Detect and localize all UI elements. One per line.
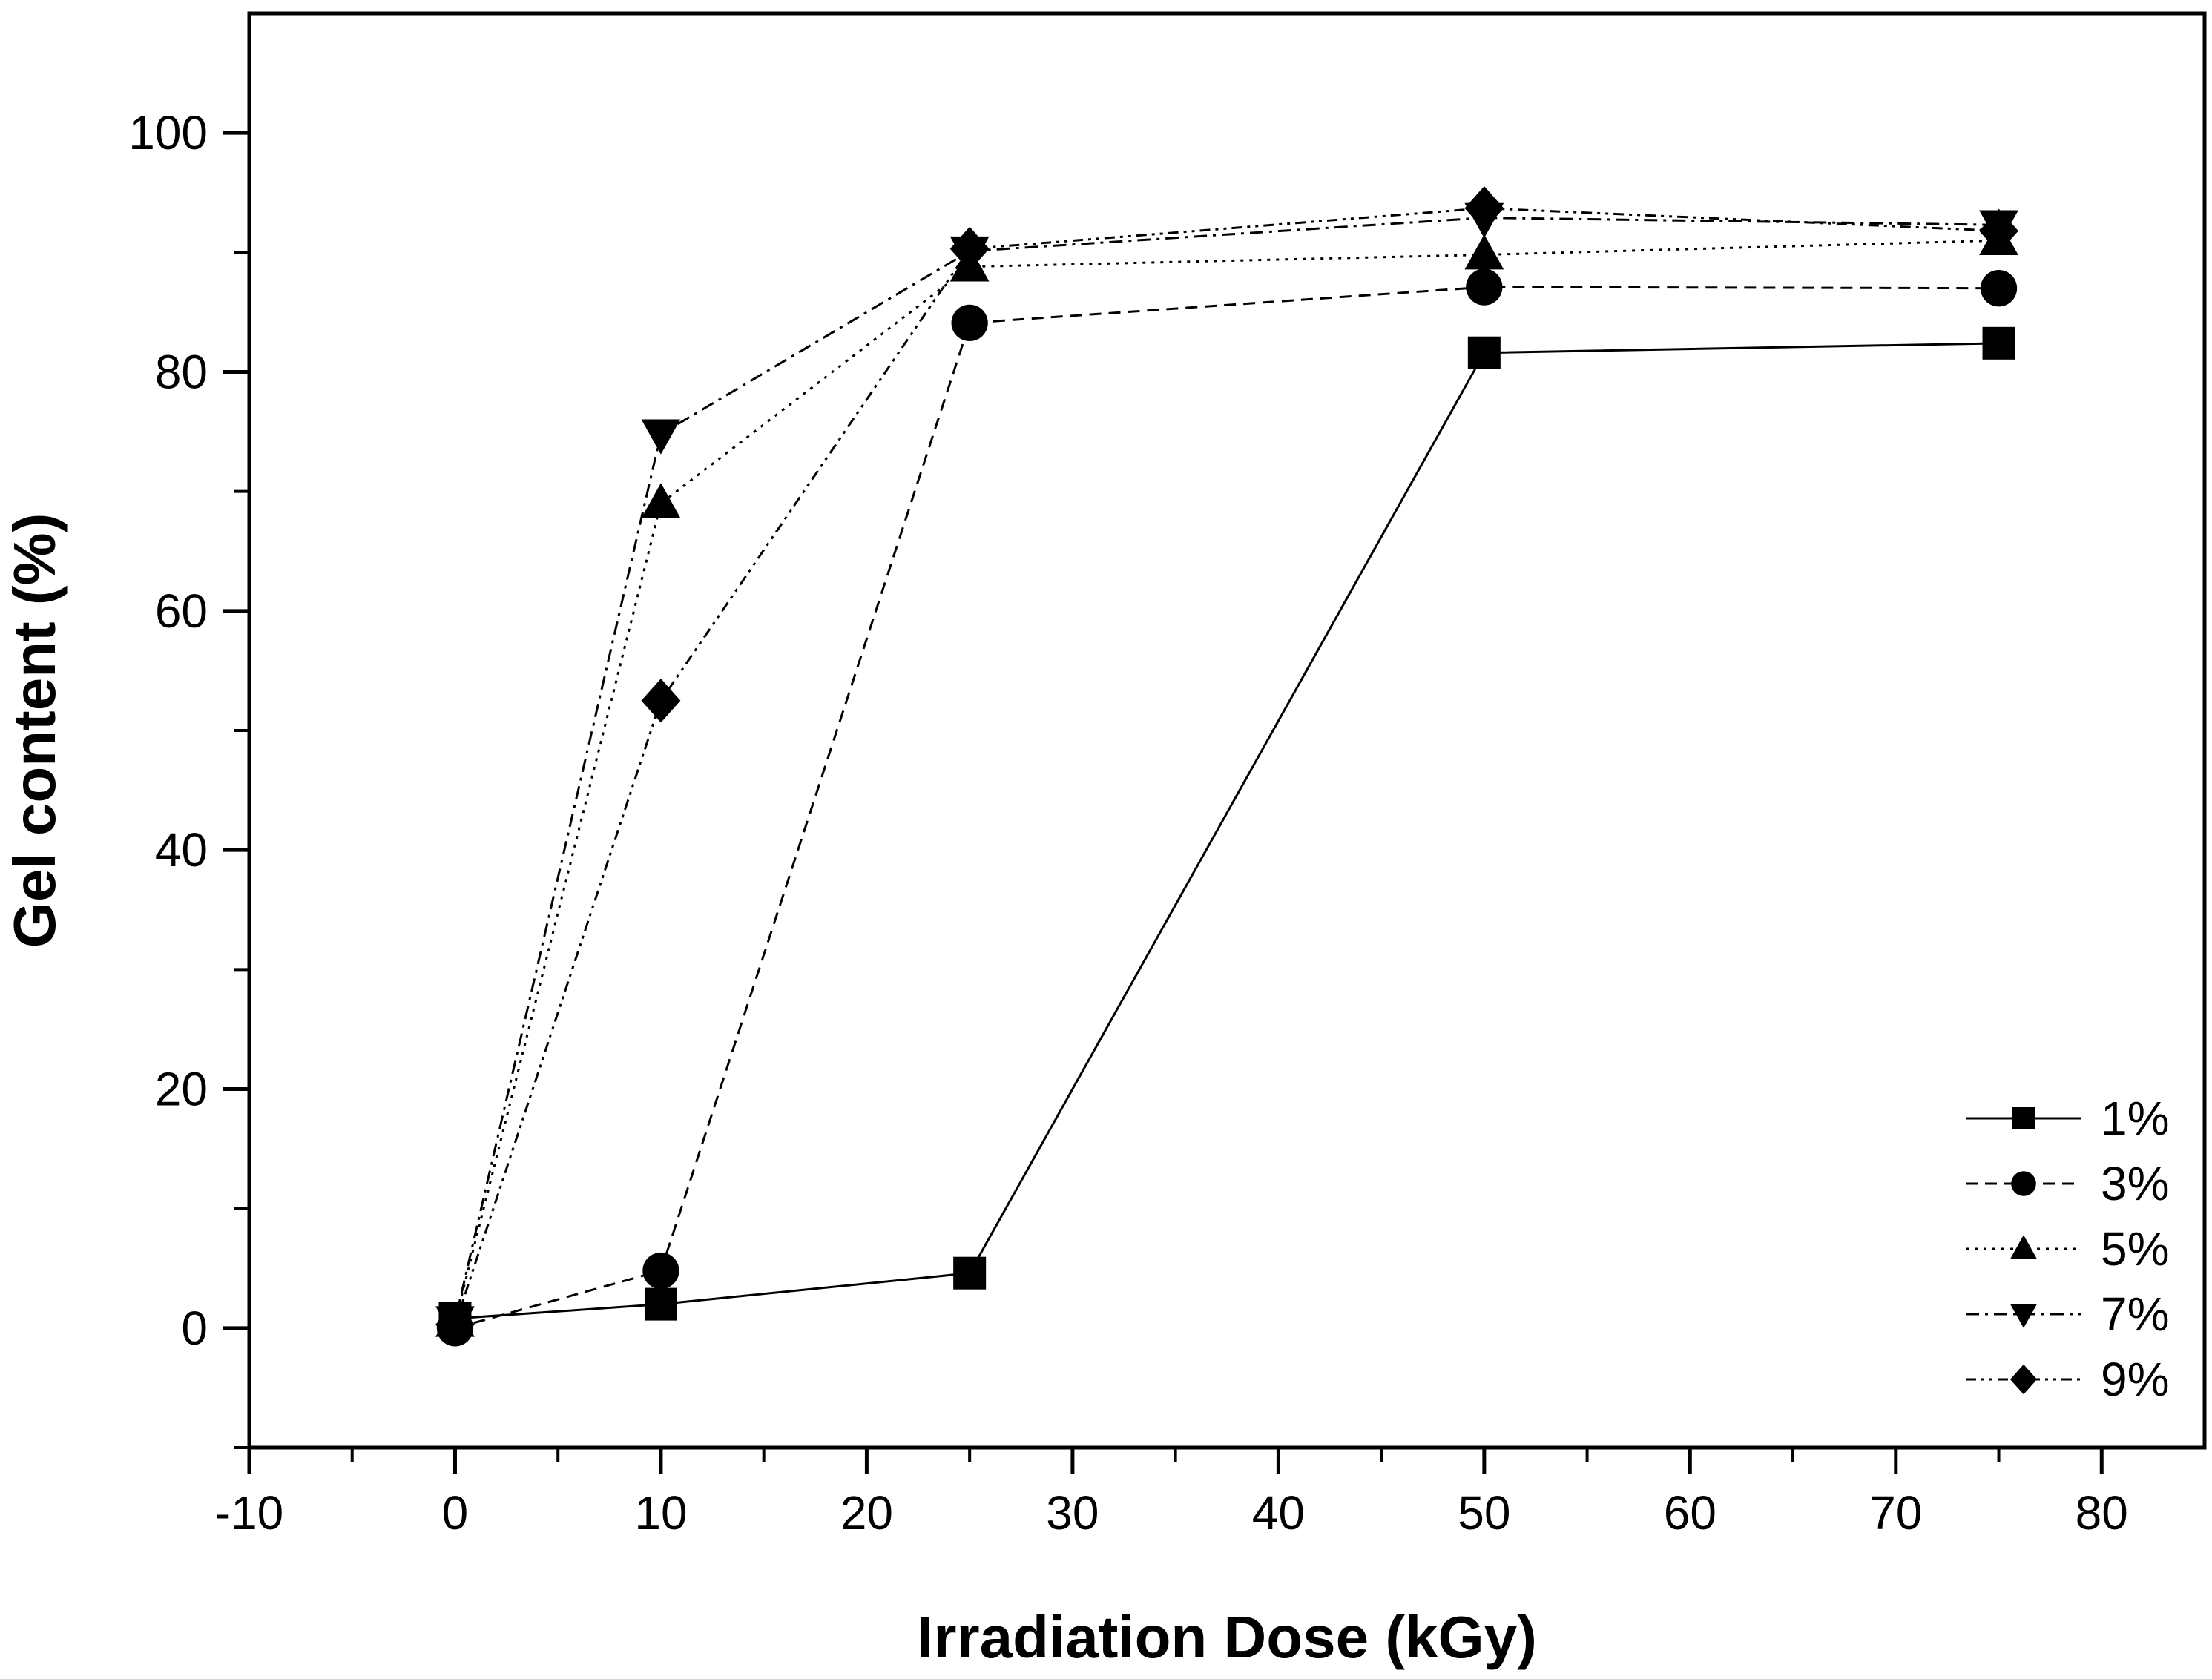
series-line-5pct	[454, 239, 1999, 1323]
x-tick-label: 20	[840, 1486, 893, 1540]
x-axis-title: Irradiation Dose (kGy)	[917, 1604, 1537, 1670]
series-line-1pct	[455, 342, 1999, 1320]
x-tick-label: 60	[1664, 1486, 1716, 1540]
data-point-9pct	[435, 1302, 475, 1347]
data-point-7pct	[641, 419, 681, 455]
data-point-9pct	[949, 226, 990, 271]
y-tick-label: 100	[128, 106, 208, 159]
data-point-9pct	[641, 679, 681, 723]
y-tick-label: 80	[155, 346, 208, 399]
plot-area-frame	[247, 11, 2207, 1450]
data-point-5pct	[1464, 234, 1504, 270]
data-point-9pct	[1979, 208, 2018, 254]
data-point-5pct	[641, 483, 681, 518]
data-point-3pct	[1980, 270, 2018, 307]
series-7pct	[435, 202, 2018, 1342]
x-axis-ticks: -10 0 10 20 30 40 50 60 70 80	[215, 1448, 2128, 1540]
data-point-1pct	[1982, 326, 2015, 360]
x-tick-label: 10	[634, 1486, 687, 1540]
legend-marker-7pct	[2010, 1304, 2037, 1328]
x-tick-label: 70	[1869, 1486, 1922, 1540]
x-tick-label: 50	[1458, 1486, 1510, 1540]
legend-marker-1pct	[2012, 1107, 2035, 1129]
legend-marker-3pct	[2011, 1171, 2036, 1196]
legend-marker-5pct	[2010, 1235, 2037, 1259]
data-point-3pct	[642, 1252, 679, 1290]
y-tick-label: 60	[155, 584, 208, 638]
data-point-1pct	[953, 1256, 987, 1290]
data-point-3pct	[1466, 268, 1503, 306]
legend-label-1pct: 1%	[2101, 1092, 2170, 1145]
data-point-1pct	[644, 1287, 677, 1321]
legend-label-9pct: 9%	[2101, 1353, 2170, 1406]
legend-label-3pct: 3%	[2101, 1157, 2170, 1210]
x-tick-label: -10	[215, 1486, 284, 1540]
data-point-9pct	[1464, 186, 1504, 231]
y-tick-label: 20	[155, 1063, 208, 1116]
series-9pct	[435, 186, 2018, 1347]
x-tick-label: 40	[1252, 1486, 1305, 1540]
series-line-7pct	[454, 217, 1999, 1322]
legend-label-7pct: 7%	[2101, 1287, 2170, 1341]
series-line-3pct	[455, 286, 1999, 1330]
legend: 1% 3% 5% 7% 9%	[1966, 1092, 2170, 1406]
data-point-1pct	[1467, 336, 1501, 369]
series-1pct	[438, 326, 2015, 1335]
x-tick-label: 0	[442, 1486, 469, 1540]
y-tick-label: 40	[155, 823, 208, 877]
x-tick-label: 80	[2076, 1486, 2128, 1540]
legend-marker-9pct	[2010, 1364, 2037, 1395]
x-tick-label: 30	[1046, 1486, 1099, 1540]
legend-label-5pct: 5%	[2101, 1222, 2170, 1276]
series-layer	[435, 186, 2018, 1347]
y-axis-title: Gel content (%)	[1, 513, 68, 949]
series-5pct	[435, 220, 2018, 1337]
y-axis-ticks: 0 20 40 60 80 100	[128, 106, 249, 1449]
data-point-3pct	[951, 304, 988, 342]
series-line-9pct	[454, 207, 1999, 1325]
y-tick-label: 0	[181, 1302, 208, 1355]
